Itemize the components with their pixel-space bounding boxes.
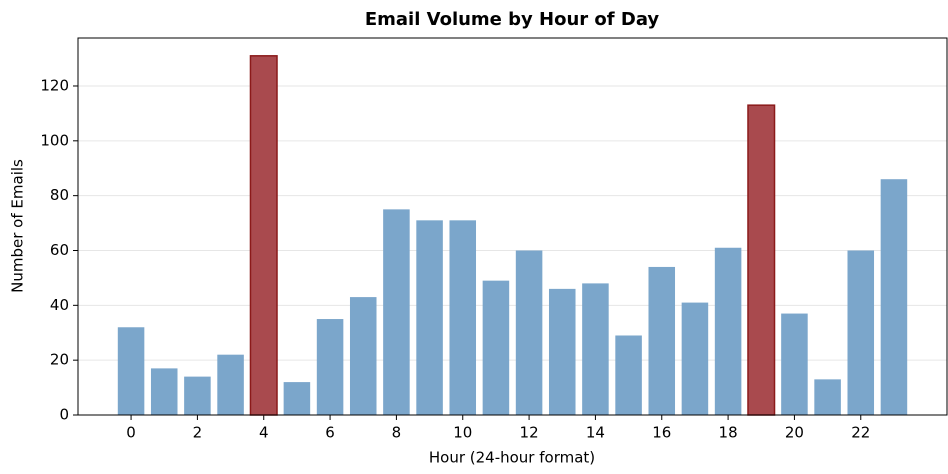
chart-title: Email Volume by Hour of Day <box>365 9 660 30</box>
y-axis-label: Number of Emails <box>9 159 27 293</box>
bar <box>416 220 443 415</box>
bar <box>814 379 841 415</box>
bar <box>249 55 278 416</box>
x-tick-label: 22 <box>851 424 870 442</box>
x-tick-label: 16 <box>652 424 671 442</box>
bar <box>548 288 576 415</box>
bar <box>482 280 510 415</box>
plot-frame <box>77 37 948 416</box>
bar <box>184 376 211 415</box>
y-tick-label: 80 <box>50 186 69 204</box>
bar <box>316 319 344 415</box>
bar <box>349 297 377 415</box>
y-tick-label: 100 <box>40 131 69 149</box>
x-tick-label: 2 <box>193 424 203 442</box>
y-tick-label: 20 <box>50 351 69 369</box>
x-tick-label: 18 <box>719 424 738 442</box>
bar <box>217 354 244 415</box>
y-tick-label: 60 <box>50 241 69 259</box>
bar <box>150 368 178 415</box>
bar <box>681 302 709 415</box>
x-tick-label: 14 <box>586 424 605 442</box>
bar <box>781 313 808 415</box>
x-axis-label: Hour (24-hour format) <box>429 449 595 467</box>
bar <box>117 327 145 415</box>
bar <box>847 250 875 415</box>
y-tick-label: 120 <box>40 76 69 94</box>
x-tick-label: 10 <box>453 424 472 442</box>
y-tick-label: 0 <box>59 406 69 424</box>
bar <box>283 382 311 415</box>
bar <box>582 283 609 415</box>
bar <box>615 335 642 415</box>
bar <box>515 250 543 415</box>
bar <box>449 220 477 415</box>
x-tick-label: 0 <box>126 424 136 442</box>
bar <box>747 104 776 416</box>
x-tick-label: 4 <box>259 424 269 442</box>
x-tick-label: 20 <box>785 424 804 442</box>
bar <box>880 179 908 415</box>
bar <box>648 266 676 415</box>
bar <box>383 209 410 415</box>
x-tick-label: 8 <box>392 424 402 442</box>
x-tick-label: 6 <box>325 424 335 442</box>
y-tick-label: 40 <box>50 296 69 314</box>
x-tick-label: 12 <box>520 424 539 442</box>
bar <box>714 247 742 415</box>
